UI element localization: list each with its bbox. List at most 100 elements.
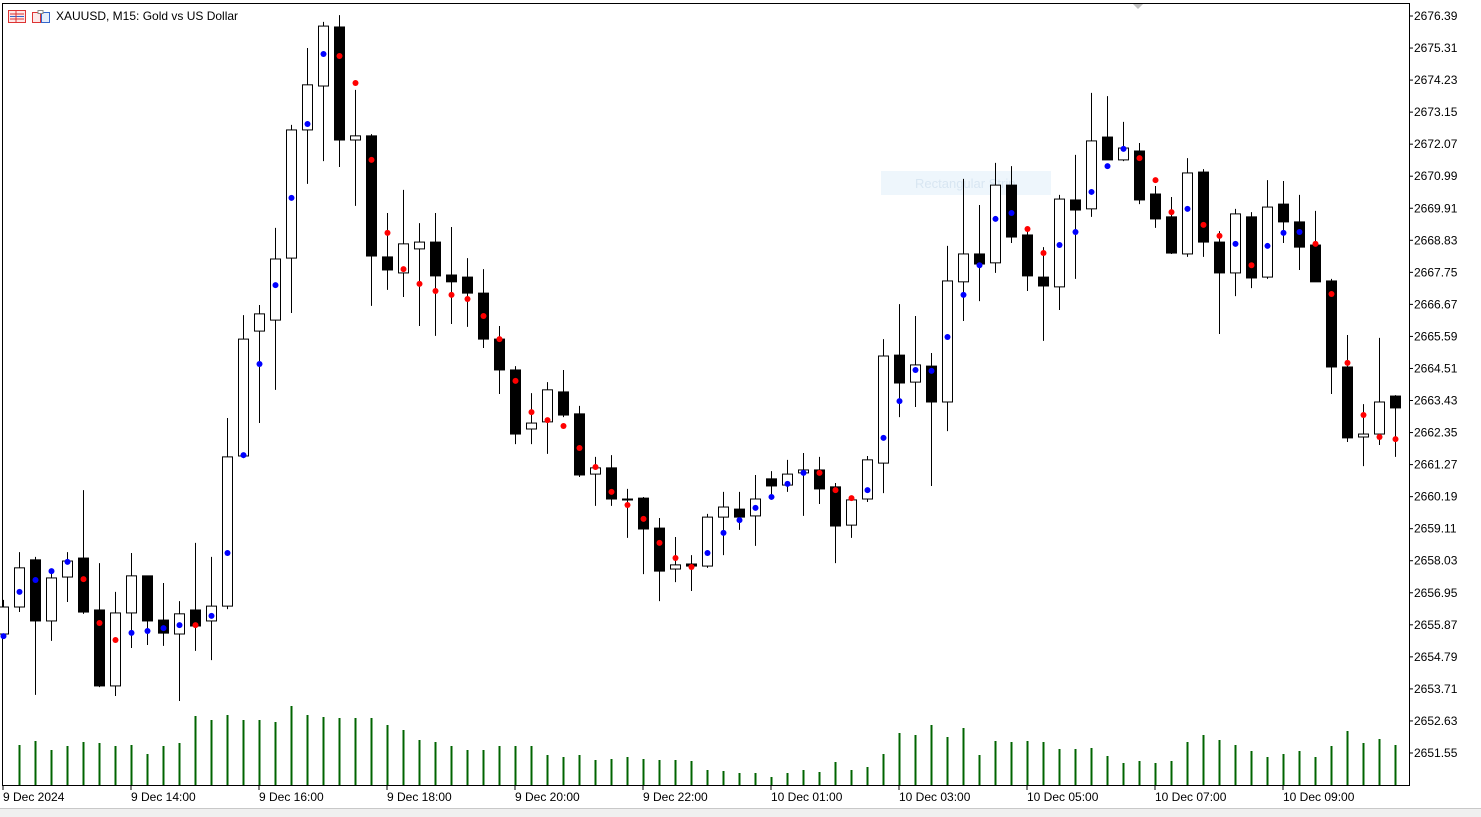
- indicator-dot: [992, 215, 999, 222]
- indicator-dot: [1136, 155, 1143, 162]
- rectangular-strip-object[interactable]: Rectangular Strip: [881, 171, 1051, 195]
- bull-candle-body: [942, 280, 953, 403]
- indicator-dot: [64, 558, 71, 565]
- indicator-dot: [464, 296, 471, 303]
- indicator-dot: [272, 282, 279, 289]
- candle: [14, 552, 25, 613]
- bull-candle-body: [1262, 206, 1273, 278]
- candle: [862, 455, 873, 502]
- indicator-dot: [1152, 177, 1159, 184]
- indicator-dot: [176, 622, 183, 629]
- indicator-dot: [1280, 229, 1287, 236]
- bear-candle-body: [830, 486, 841, 527]
- bear-candle-body: [1326, 280, 1337, 368]
- indicator-dot: [32, 577, 39, 584]
- price-tick-label: 2654.79: [1414, 650, 1458, 664]
- indicator-dot: [400, 266, 407, 273]
- price-tick-label: 2660.19: [1414, 490, 1458, 504]
- indicator-dot: [784, 480, 791, 487]
- indicator-dot: [928, 367, 935, 374]
- price-tick-label: 2669.91: [1414, 201, 1458, 215]
- bottom-scrollbar[interactable]: [0, 808, 1481, 817]
- indicator-dot: [704, 550, 711, 557]
- shift-marker-icon[interactable]: [1133, 4, 1143, 9]
- indicator-dot: [368, 156, 375, 163]
- price-tick-label: 2661.27: [1414, 458, 1458, 472]
- time-axis[interactable]: 9 Dec 2024 9 Dec 14:00 9 Dec 16:00 9 Dec 18…: [2, 786, 1355, 804]
- price-tick-label: 2658.03: [1414, 554, 1458, 568]
- indicator-dot: [352, 80, 359, 87]
- bull-candle-body: [222, 456, 233, 607]
- bear-candle-body: [574, 413, 585, 476]
- indicator-dot: [80, 576, 87, 583]
- bull-candle-body: [14, 567, 25, 608]
- candle: [1342, 334, 1353, 443]
- bear-candle-body: [1214, 241, 1225, 274]
- candle: [1102, 96, 1113, 161]
- indicator-dot: [1264, 242, 1271, 249]
- chart-list-icon[interactable]: [8, 9, 26, 23]
- price-tick-label: 2651.55: [1414, 746, 1458, 760]
- candle: [222, 418, 233, 610]
- candle: [510, 366, 521, 445]
- indicator-dot: [544, 417, 551, 424]
- indicator-dot: [1248, 262, 1255, 269]
- bull-candle-body: [862, 459, 873, 500]
- indicator-dot: [672, 555, 679, 562]
- indicator-dot: [1104, 163, 1111, 170]
- price-tick-label: 2655.87: [1414, 618, 1458, 632]
- bear-candle-body: [654, 527, 665, 572]
- bull-candle-body: [958, 253, 969, 283]
- candle: [622, 488, 633, 538]
- candle: [1150, 186, 1161, 228]
- price-tick-label: 2665.59: [1414, 329, 1458, 343]
- candle: [462, 258, 473, 327]
- candle: [718, 491, 729, 556]
- candle: [302, 48, 313, 184]
- indicator-dot: [1168, 209, 1175, 216]
- indicator-dot: [496, 336, 503, 343]
- time-tick-label: 9 Dec 2024: [3, 790, 65, 804]
- candle: [558, 369, 569, 418]
- candle: [574, 405, 585, 478]
- candle: [1246, 212, 1257, 289]
- indicator-dot: [1072, 228, 1079, 235]
- time-tick-label: 9 Dec 14:00: [131, 790, 196, 804]
- bear-candle-body: [766, 478, 777, 487]
- indicator-dot: [128, 629, 135, 636]
- indicator-dot: [240, 452, 247, 459]
- bear-candle-body: [1342, 366, 1353, 439]
- rectangular-strip-box[interactable]: [881, 171, 1051, 195]
- indicator-dot: [1008, 210, 1015, 217]
- bear-candle-body: [462, 276, 473, 294]
- candle: [1262, 180, 1273, 279]
- bear-candle-body: [1102, 136, 1113, 161]
- price-axis[interactable]: 2676.39 2675.31 2674.23 2673.15 2672.07 2670.…: [1409, 9, 1458, 760]
- candle: [1070, 154, 1081, 279]
- bull-candle-body: [702, 516, 713, 567]
- bull-candle-body: [414, 241, 425, 250]
- candle: [382, 213, 393, 290]
- indicator-dot: [848, 495, 855, 502]
- indicator-dot: [1040, 250, 1047, 257]
- indicator-dot: [256, 361, 263, 368]
- indicator-dot: [0, 633, 7, 640]
- time-tick-label: 10 Dec 09:00: [1283, 790, 1355, 804]
- indicator-dot: [416, 280, 423, 287]
- price-tick-label: 2674.23: [1414, 73, 1458, 87]
- chart-type-icon[interactable]: [32, 9, 50, 23]
- bull-candle-body: [302, 84, 313, 131]
- indicator-dot: [1056, 242, 1063, 249]
- bear-candle-body: [1390, 395, 1401, 409]
- indicator-dot: [224, 550, 231, 557]
- price-tick-label: 2664.51: [1414, 361, 1458, 375]
- bear-candle-body: [1150, 193, 1161, 220]
- price-tick-label: 2675.31: [1414, 41, 1458, 55]
- bear-candle-body: [430, 241, 441, 277]
- bull-candle-body: [622, 498, 633, 501]
- candle: [1390, 395, 1401, 457]
- price-tick-label: 2673.15: [1414, 105, 1458, 119]
- indicator-dot: [1184, 205, 1191, 212]
- bull-candle-body: [254, 313, 265, 332]
